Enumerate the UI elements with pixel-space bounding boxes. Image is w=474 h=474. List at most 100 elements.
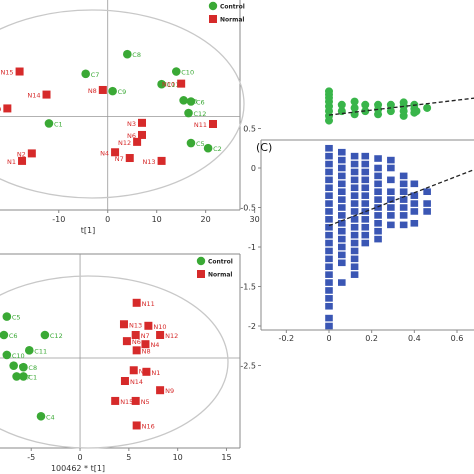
x-tick-label: -0.2 [279, 334, 295, 343]
point-label: N15 [0, 69, 13, 77]
normal-point [3, 104, 12, 113]
normal-point [132, 421, 141, 430]
point-label: N8 [88, 87, 97, 95]
q2-permutation-point [325, 200, 333, 207]
q2-permutation-point [387, 176, 395, 184]
q2-permutation-point [338, 235, 346, 243]
normal-point [156, 386, 165, 395]
q2-permutation-point [350, 168, 359, 176]
x-tick-label: 20 [201, 215, 211, 224]
normal-point [98, 85, 107, 94]
q2-permutation-point [350, 223, 359, 231]
point-label: N10 [162, 81, 175, 89]
q2-permutation-point [338, 212, 346, 219]
control-point [12, 372, 21, 381]
q2-permutation-point [410, 220, 419, 227]
legend-control-marker [196, 256, 206, 266]
point-label: C12 [194, 110, 207, 118]
r2-permutation-point [337, 100, 346, 109]
x-axis-label: 100462 * t[1] [51, 464, 105, 473]
q2-permutation-point [338, 148, 346, 156]
normal-point [27, 149, 36, 158]
point-label: C5 [12, 314, 21, 322]
x-tick-label: 10 [173, 453, 183, 462]
x-tick-label: -5 [27, 453, 35, 462]
x-tick-label: 0 [78, 453, 83, 462]
control-point [186, 97, 196, 106]
normal-point [132, 298, 141, 307]
q2-permutation-point [423, 200, 431, 207]
q2-permutation-point [325, 184, 333, 192]
control-point [108, 86, 117, 96]
x-tick-label: 0.4 [408, 334, 421, 343]
q2-permutation-point [325, 295, 333, 302]
q2-permutation-point [338, 156, 346, 164]
panel-label: (C) [256, 141, 272, 154]
point-label: C8 [132, 51, 141, 59]
r2-permutation-point [350, 97, 359, 106]
normal-point [177, 79, 186, 88]
q2-permutation-point [338, 251, 346, 259]
q2-permutation-point [374, 188, 382, 195]
q2-permutation-point [325, 314, 333, 322]
q2-permutation-point [374, 204, 382, 211]
r2-permutation-point [386, 107, 395, 116]
q2-permutation-point [325, 176, 333, 184]
panel-c-permutation-plot: (C) -0.2 0 0.2 0.4 0.6 0.5 0 -0.5 -1 -1.5 -2 -2.5 [240, 87, 474, 371]
q2-permutation-point [399, 172, 408, 180]
normal-point [132, 346, 141, 355]
point-label: N12 [118, 139, 131, 147]
q2-permutation-point [338, 172, 346, 180]
point-label: N11 [194, 121, 207, 129]
q2-permutation-point [374, 235, 382, 243]
point-label: C1 [28, 373, 37, 381]
point-label: N6 [132, 338, 141, 346]
point-label: N13 [129, 321, 142, 329]
q2-permutation-point [350, 216, 359, 223]
control-point [157, 79, 166, 89]
point-label: N5 [141, 398, 150, 406]
point-label: C11 [34, 347, 47, 355]
normal-point [129, 366, 138, 375]
normal-point [119, 320, 128, 329]
q2-permutation-point [338, 188, 346, 195]
r2-permutation-point [423, 103, 432, 112]
control-point [24, 346, 34, 355]
point-label: N10 [153, 323, 166, 331]
r2-permutation-point [361, 100, 370, 109]
control-point [36, 411, 46, 421]
point-label: C11 [167, 81, 180, 89]
q2-permutation-point [338, 243, 346, 251]
legend-control-marker [208, 1, 218, 11]
r2-permutation-point [374, 100, 383, 109]
q2-permutation-point [410, 192, 419, 199]
x-tick-label: 0 [326, 334, 331, 343]
point-label: N15 [120, 398, 133, 406]
r2-permutation-point [386, 100, 395, 109]
point-label: C5 [196, 140, 205, 148]
q2-permutation-point [338, 196, 346, 203]
r2-permutation-point [412, 107, 421, 116]
q2-permutation-point [350, 247, 359, 255]
legend-normal-marker [197, 270, 205, 278]
control-point [171, 67, 181, 76]
normal-point [138, 130, 146, 139]
x-axis-label: t[1] [81, 226, 95, 235]
x-tick-label: 0.2 [365, 334, 378, 343]
q2-permutation-point [361, 200, 370, 207]
q2-permutation-point [325, 231, 333, 239]
q2-permutation-point [410, 180, 419, 188]
control-point [0, 330, 9, 340]
normal-point [138, 118, 146, 127]
legend-normal-label: Normal [220, 17, 244, 24]
control-point [19, 362, 28, 372]
point-label: N3 [127, 120, 136, 128]
point-label: N4 [100, 149, 109, 157]
point-label: N6 [127, 132, 136, 140]
q2-permutation-point [350, 184, 359, 192]
q2-permutation-point [361, 223, 370, 231]
q2-permutation-point [350, 231, 359, 239]
control-point [179, 96, 188, 105]
q2-permutation-point [325, 208, 333, 215]
